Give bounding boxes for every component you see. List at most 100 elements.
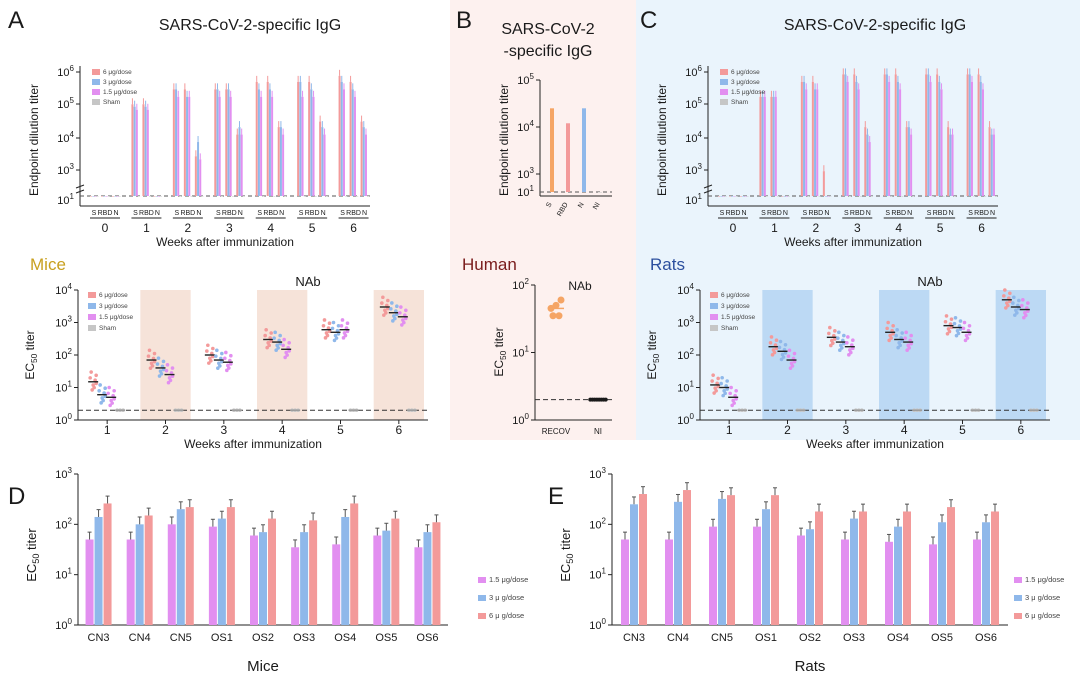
bar-5-RBD-0 [308, 81, 311, 196]
week-label: 1 [104, 423, 111, 437]
data-point [1011, 301, 1015, 305]
legend-entry-3: Sham [103, 99, 120, 106]
data-point [404, 316, 408, 321]
bar-OS3-2 [859, 511, 867, 625]
data-point [956, 331, 961, 336]
bar-OS4-2 [903, 511, 911, 625]
bar-6-N-0 [360, 121, 363, 196]
data-point [385, 303, 389, 308]
bar-1-RBD-1 [772, 96, 775, 196]
bar-6-S-1 [340, 81, 343, 196]
bar-3-S-0 [842, 74, 845, 196]
data-point [1020, 303, 1024, 308]
data-point [833, 337, 837, 341]
data-point [890, 328, 894, 333]
y-tick-label: 103 [517, 166, 534, 181]
bar-2-RBD-2 [188, 96, 191, 196]
bar-2-N-2 [199, 159, 202, 196]
data-point [781, 355, 786, 359]
data-point [850, 343, 854, 347]
bar-OS4-0 [332, 544, 341, 625]
bar-5-N-3 [953, 196, 956, 197]
bar-CN5-2 [727, 495, 735, 625]
igg-title: SARS-CoV-2-specific IgG [784, 17, 966, 34]
legend-swatch-2 [88, 314, 96, 320]
bar-2-N-2 [827, 196, 830, 197]
data-point [966, 328, 971, 333]
x-axis-label: Weeks after immunization [806, 437, 944, 451]
legend-swatch-0 [1014, 577, 1022, 583]
data-point [832, 333, 836, 338]
bar-0-S-2 [94, 196, 97, 197]
y-tick-label: 103 [57, 162, 74, 177]
week-label: 4 [279, 423, 286, 437]
bar-0-RBD-1 [103, 196, 106, 197]
bar-5-RBD-3 [314, 196, 317, 197]
data-point [267, 343, 271, 348]
bar-OS2-1 [806, 529, 814, 625]
week-label: 3 [226, 221, 233, 235]
week-label: 2 [784, 423, 791, 437]
data-point [384, 311, 388, 315]
category-label: OS6 [975, 632, 997, 644]
data-point [156, 356, 161, 360]
bar-1-N-3 [160, 196, 163, 197]
legend-swatch-3 [720, 99, 728, 105]
y-axis-label: EC50 titer [492, 327, 508, 376]
bar-5-S-2 [301, 96, 304, 196]
data-point [224, 350, 228, 355]
data-point [967, 323, 972, 328]
data-point [111, 393, 115, 398]
legend-swatch-2 [478, 613, 486, 619]
data-point [734, 397, 738, 401]
bar-2-RBD-0 [811, 81, 814, 196]
data-point [223, 356, 227, 361]
bar-2-N-3 [201, 196, 204, 197]
category-label: CN5 [170, 632, 192, 644]
data-point [394, 309, 398, 313]
y-tick-label: 105 [517, 72, 534, 87]
subcategory-label: RBD [891, 210, 906, 217]
data-point [711, 373, 715, 377]
data-point [339, 324, 344, 328]
data-point [723, 391, 727, 396]
bar-0-N-1 [114, 196, 117, 197]
data-point [957, 324, 962, 328]
bar-0-N-3 [118, 196, 121, 197]
bar-5-RBD-1 [310, 89, 313, 196]
bar-S [550, 108, 554, 192]
data-point [272, 336, 276, 340]
bar-3-N-2 [868, 142, 871, 196]
legend-swatch-3 [92, 99, 100, 105]
bar-5-N-2 [951, 134, 954, 196]
data-point [899, 336, 903, 340]
data-point [909, 341, 913, 346]
data-point [961, 326, 966, 331]
bar-0-S-2 [722, 196, 725, 197]
bar-6-S-2 [342, 89, 345, 196]
y-tick-label: 101 [677, 380, 694, 395]
bar-5-N-2 [323, 134, 326, 196]
data-point [403, 313, 407, 317]
data-point [112, 397, 116, 401]
data-point [903, 336, 907, 340]
bar-2-S-1 [175, 89, 178, 196]
x-axis-label: Weeks after immunization [784, 235, 922, 249]
legend-entry-0: 1.5 μg/dose [1025, 575, 1064, 584]
legend-swatch-3 [710, 325, 718, 331]
y-tick-label: 103 [589, 466, 606, 481]
subcategory-label: RBD [850, 210, 865, 217]
bar-6-N-1 [362, 127, 365, 196]
bar-3-RBD-1 [855, 81, 858, 196]
data-point [170, 374, 175, 378]
bar-6-N-3 [995, 196, 998, 197]
legend-entry-1: 3 μ g/dose [489, 593, 524, 602]
data-point [263, 333, 267, 338]
bar-2-RBD-1 [186, 96, 189, 196]
bar-2-S-0 [800, 81, 803, 196]
bar-6-RBD-2 [353, 96, 356, 196]
data-point [345, 329, 350, 334]
data-point [395, 304, 399, 309]
y-tick-label: 100 [55, 617, 72, 632]
